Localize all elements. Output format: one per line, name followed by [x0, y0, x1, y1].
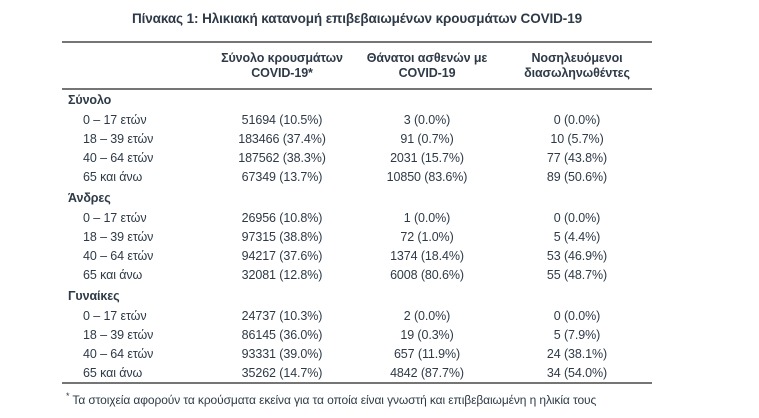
table-row: 40 – 64 ετών 94217 (37.6%) 1374 (18.4%) 53 … — [62, 247, 652, 266]
column-header-line2: διασωληνωθέντες — [524, 66, 630, 80]
age-group-label: 40 – 64 ετών — [83, 347, 154, 361]
table-row: 0 – 17 ετών 24737 (10.3%) 2 (0.0%) 0 (0.0%) — [62, 307, 652, 326]
column-header-intubated: Νοσηλευόμενοι διασωληνωθέντες — [502, 42, 652, 90]
value-cell: 26956 (10.8%) — [241, 211, 323, 225]
value-cell: 5 (7.9%) — [553, 328, 601, 342]
age-group-label: 65 και άνω — [83, 170, 143, 184]
value-cell: 3 (0.0%) — [403, 113, 451, 127]
value-cell: 0 (0.0%) — [553, 113, 601, 127]
value-cell: 89 (50.6%) — [546, 170, 608, 184]
row-label-column-header — [62, 42, 212, 90]
footnote-asterisk: * — [66, 391, 70, 401]
value-cell: 34 (54.0%) — [546, 365, 608, 380]
value-cell: 94217 (37.6%) — [241, 249, 323, 263]
age-group-label: 65 και άνω — [83, 268, 143, 282]
value-cell: 183466 (37.4%) — [238, 132, 326, 146]
value-cell: 35262 (14.7%) — [241, 365, 323, 380]
value-cell: 6008 (80.6%) — [390, 268, 464, 282]
value-cell: 10850 (83.6%) — [386, 170, 468, 184]
value-cell: 97315 (38.8%) — [241, 230, 323, 244]
value-cell: 1374 (18.4%) — [390, 249, 464, 263]
age-group-label: 40 – 64 ετών — [83, 151, 154, 165]
section-header-row: Σύνολο — [62, 89, 652, 111]
age-group-label: 40 – 64 ετών — [83, 249, 154, 263]
table-row: 40 – 64 ετών 187562 (38.3%) 2031 (15.7%) 77… — [62, 149, 652, 168]
value-cell: 55 (48.7%) — [546, 268, 608, 282]
value-cell: 1 (0.0%) — [403, 211, 451, 225]
age-group-label: 65 και άνω — [83, 365, 143, 380]
value-cell: 187562 (38.3%) — [238, 151, 326, 165]
footnote-text: Τα στοιχεία αφορούν τα κρούσματα εκείνα … — [72, 393, 597, 407]
value-cell: 77 (43.8%) — [546, 151, 608, 165]
covid-age-distribution-table: Σύνολο κρουσμάτων COVID-19* Θάνατοι ασθε… — [62, 41, 652, 384]
value-cell: 19 (0.3%) — [400, 328, 454, 342]
column-header-line1: Θάνατοι ασθενών με — [366, 51, 488, 65]
table-body: Σύνολο 0 – 17 ετών 51694 (10.5%) 3 (0.0%) 0 … — [62, 89, 652, 383]
value-cell: 86145 (36.0%) — [241, 328, 323, 342]
value-cell: 91 (0.7%) — [400, 132, 454, 146]
column-header-line2: COVID-19 — [398, 66, 456, 80]
age-group-label: 18 – 39 ετών — [83, 230, 154, 244]
value-cell: 0 (0.0%) — [553, 211, 601, 225]
value-cell: 0 (0.0%) — [553, 309, 601, 323]
value-cell: 93331 (39.0%) — [241, 347, 323, 361]
age-group-label: 0 – 17 ετών — [83, 309, 147, 323]
value-cell: 24 (38.1%) — [546, 347, 608, 361]
table-row: 0 – 17 ετών 51694 (10.5%) 3 (0.0%) 0 (0.0%) — [62, 111, 652, 130]
column-header-line1: Σύνολο κρουσμάτων — [221, 51, 343, 65]
age-group-label: 18 – 39 ετών — [83, 132, 154, 146]
value-cell: 53 (46.9%) — [546, 249, 608, 263]
table-title: Πίνακας 1: Ηλικιακή κατανομή επιβεβαιωμέ… — [131, 11, 583, 26]
table-row: 65 και άνω 67349 (13.7%) 10850 (83.6%) 89 (… — [62, 168, 652, 187]
value-cell: 24737 (10.3%) — [241, 309, 323, 323]
table-row: 65 και άνω 32081 (12.8%) 6008 (80.6%) 55 (4… — [62, 266, 652, 285]
section-header-label: Άνδρες — [68, 190, 111, 205]
value-cell: 2 (0.0%) — [403, 309, 451, 323]
table-row: 0 – 17 ετών 26956 (10.8%) 1 (0.0%) 0 (0.0%) — [62, 209, 652, 228]
section-header-label: Γυναίκες — [68, 288, 120, 303]
value-cell: 10 (5.7%) — [550, 132, 604, 146]
column-header-line2: COVID-19* — [251, 66, 313, 80]
table-row: 18 – 39 ετών 86145 (36.0%) 19 (0.3%) 5 (7.9… — [62, 326, 652, 345]
age-group-label: 0 – 17 ετών — [83, 211, 147, 225]
value-cell: 72 (1.0%) — [400, 230, 454, 244]
table-row: 40 – 64 ετών 93331 (39.0%) 657 (11.9%) 24 (… — [62, 345, 652, 364]
value-cell: 4842 (87.7%) — [390, 365, 464, 380]
value-cell: 67349 (13.7%) — [241, 170, 323, 184]
value-cell: 657 (11.9%) — [393, 347, 461, 361]
value-cell: 5 (4.4%) — [553, 230, 601, 244]
section-header-row: Άνδρες — [62, 187, 652, 209]
column-header-total-cases: Σύνολο κρουσμάτων COVID-19* — [212, 42, 352, 90]
age-group-label: 18 – 39 ετών — [83, 328, 154, 342]
header-row: Σύνολο κρουσμάτων COVID-19* Θάνατοι ασθε… — [62, 42, 652, 90]
value-cell: 32081 (12.8%) — [241, 268, 323, 282]
section-header-label: Σύνολο — [68, 93, 112, 107]
table-header: Σύνολο κρουσμάτων COVID-19* Θάνατοι ασθε… — [62, 42, 652, 90]
footnote: * Τα στοιχεία αφορούν τα κρούσματα εκείνα… — [66, 389, 656, 408]
table-row: 18 – 39 ετών 183466 (37.4%) 91 (0.7%) 10 (5… — [62, 130, 652, 149]
table-row: 18 – 39 ετών 97315 (38.8%) 72 (1.0%) 5 (4.4… — [62, 228, 652, 247]
column-header-line1: Νοσηλευόμενοι — [531, 51, 623, 65]
value-cell: 2031 (15.7%) — [390, 151, 464, 165]
table-row: 65 και άνω 35262 (14.7%) 4842 (87.7%) 34 (5… — [62, 364, 652, 383]
section-header-row: Γυναίκες — [62, 285, 652, 307]
value-cell: 51694 (10.5%) — [241, 113, 323, 127]
column-header-deaths: Θάνατοι ασθενών με COVID-19 — [352, 42, 502, 90]
age-group-label: 0 – 17 ετών — [83, 113, 147, 127]
